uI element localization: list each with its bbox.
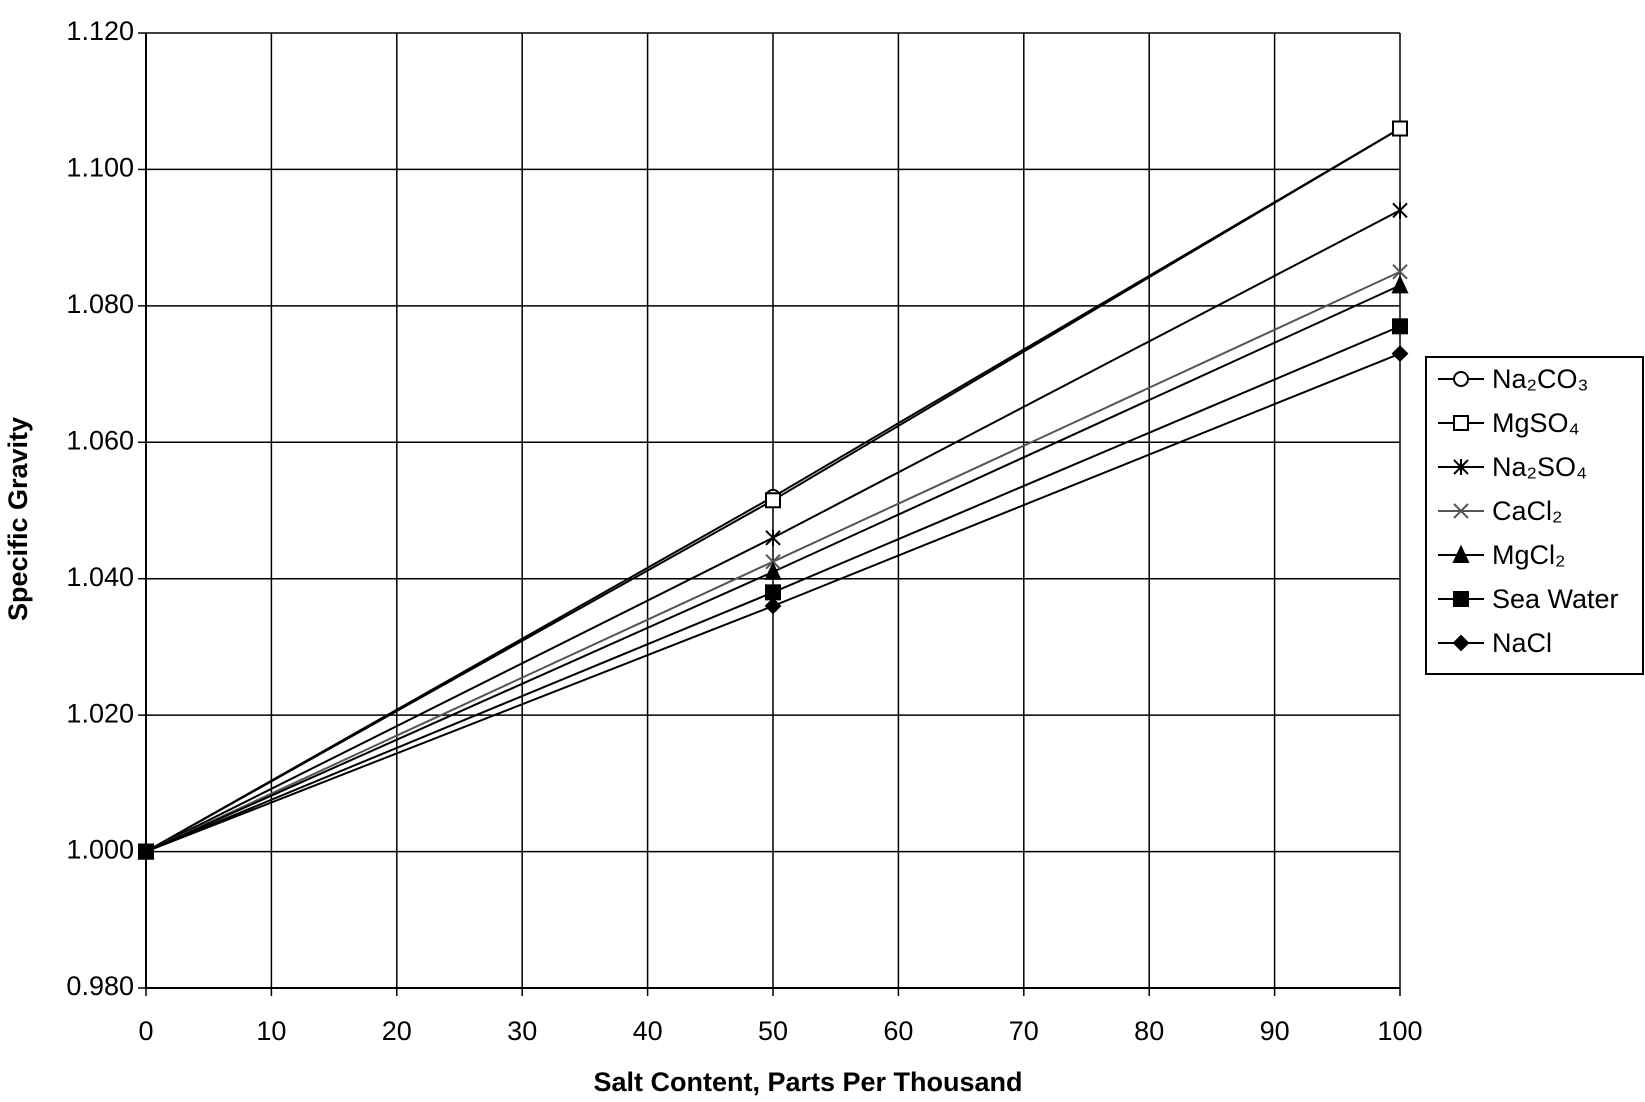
legend-marker: [1452, 634, 1470, 652]
y-tick-label: 1.000: [66, 835, 134, 865]
legend-label: Na₂CO₃: [1492, 364, 1589, 394]
legend-marker: [1452, 544, 1470, 563]
y-tick-label: 1.040: [66, 562, 134, 592]
marker: [1391, 345, 1409, 363]
y-tick-label: 1.120: [66, 16, 134, 46]
x-tick-label: 0: [138, 1016, 153, 1046]
marker: [1392, 318, 1408, 335]
x-tick-label: 50: [758, 1016, 788, 1046]
marker: [765, 492, 781, 509]
legend-marker: [1453, 371, 1469, 387]
x-tick-label: 40: [633, 1016, 663, 1046]
y-axis-label: Specific Gravity: [3, 417, 33, 621]
x-tick-label: 100: [1377, 1016, 1422, 1046]
y-tick-label: 1.100: [66, 153, 134, 183]
marker: [764, 597, 782, 615]
marker: [765, 584, 781, 601]
marker: [764, 561, 782, 580]
legend-label: MgSO₄: [1492, 408, 1580, 438]
x-tick-label: 30: [507, 1016, 537, 1046]
legend-label: Na₂SO₄: [1492, 452, 1587, 482]
legend-label: Sea Water: [1492, 584, 1619, 614]
legend: Na₂CO₃ MgSO₄ Na₂SO₄ CaCl₂ MgCl₂ Sea Water NaCl: [1425, 356, 1644, 675]
x-tick-label: 80: [1134, 1016, 1164, 1046]
y-tick-label: 1.080: [66, 289, 134, 319]
x-tick-label: 20: [382, 1016, 412, 1046]
legend-marker: [1453, 591, 1469, 607]
x-tick-label: 60: [883, 1016, 913, 1046]
legend-label: CaCl₂: [1492, 496, 1563, 526]
legend-marker: [1453, 503, 1469, 519]
legend-label: NaCl: [1492, 628, 1552, 658]
legend-marker: [1453, 415, 1469, 431]
marker: [765, 529, 781, 546]
x-tick-label: 10: [256, 1016, 286, 1046]
legend-label: MgCl₂: [1492, 540, 1566, 570]
legend-marker: [1453, 459, 1469, 475]
marker: [1391, 275, 1409, 294]
marker: [1392, 264, 1408, 280]
x-tick-label: 70: [1009, 1016, 1039, 1046]
marker: [1392, 120, 1408, 137]
y-tick-label: 0.980: [66, 971, 134, 1001]
y-tick-label: 1.060: [66, 425, 134, 455]
x-axis-label: Salt Content, Parts Per Thousand: [593, 1067, 1022, 1097]
marker: [1392, 202, 1408, 219]
y-tick-label: 1.020: [66, 698, 134, 728]
legend-box: [1425, 356, 1644, 675]
x-tick-label: 90: [1260, 1016, 1290, 1046]
